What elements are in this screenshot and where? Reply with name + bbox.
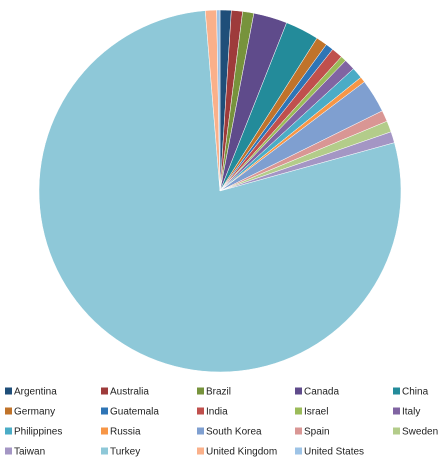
legend-label: India: [206, 407, 228, 418]
legend-label: Italy: [402, 407, 420, 418]
legend-swatch: [295, 407, 302, 415]
legend-swatch: [393, 387, 400, 395]
pie-slice: [216, 9, 221, 192]
legend-label: Philippines: [14, 427, 62, 438]
legend-label: Canada: [304, 387, 339, 398]
legend-swatch: [5, 387, 12, 395]
legend-label: Australia: [110, 387, 149, 398]
legend-swatch: [295, 447, 302, 455]
legend-label: Spain: [304, 427, 330, 438]
legend-swatch: [197, 427, 204, 435]
legend-swatch: [197, 387, 204, 395]
legend-label: South Korea: [206, 427, 262, 438]
legend-label: Germany: [14, 407, 55, 418]
legend-label: Russia: [110, 427, 141, 438]
legend-label: Argentina: [14, 387, 57, 398]
legend-label: Sweden: [402, 427, 438, 438]
legend-swatch: [393, 407, 400, 415]
pie-slice: [38, 10, 402, 373]
legend-swatch: [295, 427, 302, 435]
legend-swatch: [197, 407, 204, 415]
legend-swatch: [5, 447, 12, 455]
legend-label: Taiwan: [14, 447, 45, 458]
legend-label: United Kingdom: [206, 447, 277, 458]
legend-swatch: [295, 387, 302, 395]
legend-swatch: [5, 427, 12, 435]
legend-swatch: [101, 407, 108, 415]
legend-label: China: [402, 387, 429, 398]
legend-label: Guatemala: [110, 407, 159, 418]
legend-label: Turkey: [110, 447, 140, 458]
legend-label: United States: [304, 447, 364, 458]
legend-swatch: [393, 427, 400, 435]
legend-label: Brazil: [206, 387, 231, 398]
legend-swatch: [197, 447, 204, 455]
legend-swatch: [101, 387, 108, 395]
legend-swatch: [101, 447, 108, 455]
legend-swatch: [5, 407, 12, 415]
legend-label: Israel: [304, 407, 328, 418]
legend-swatch: [101, 427, 108, 435]
